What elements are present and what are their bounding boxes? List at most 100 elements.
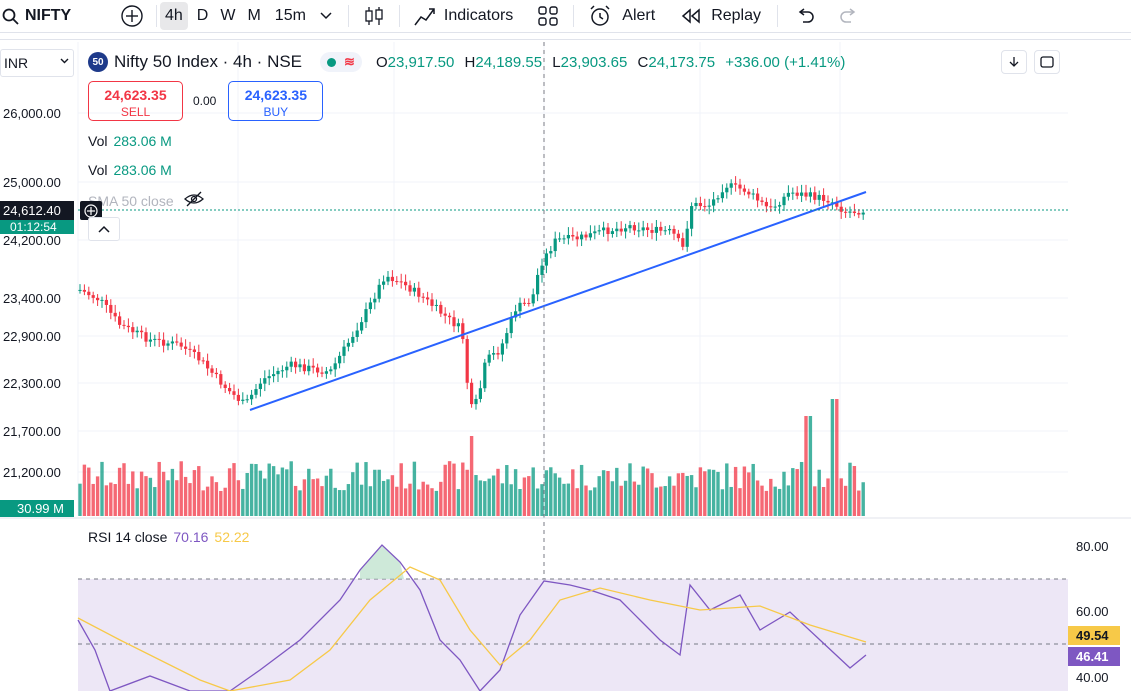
- volume-bar: [333, 487, 337, 516]
- candle-body: [716, 198, 720, 200]
- candle-body: [307, 365, 311, 372]
- wave-icon: ≋: [344, 54, 355, 69]
- candle-body: [360, 322, 364, 331]
- add-symbol-icon[interactable]: [116, 0, 148, 33]
- crosshair-plus-icon[interactable]: [80, 201, 102, 220]
- volume-bar: [161, 471, 166, 516]
- bar-countdown-tag: 01:12:54: [0, 220, 74, 234]
- candle-body: [531, 294, 535, 304]
- volume-bar: [346, 484, 351, 516]
- currency-selector[interactable]: INR: [0, 49, 74, 77]
- arrow-down-icon[interactable]: [1001, 50, 1027, 74]
- candle-body: [232, 391, 236, 395]
- maximize-pane-icon[interactable]: [1034, 50, 1060, 74]
- candle-body: [676, 233, 680, 239]
- volume-bar: [82, 464, 87, 516]
- sell-label: SELL: [120, 105, 151, 119]
- volume-bar: [650, 473, 654, 516]
- interval-4h[interactable]: 4h: [160, 2, 188, 30]
- candle-body: [342, 346, 346, 356]
- candle-body: [619, 228, 623, 232]
- candle-body: [280, 370, 284, 372]
- candle-body: [817, 194, 821, 200]
- volume-bar: [465, 469, 469, 516]
- candle-body: [461, 323, 465, 340]
- volume-bar: [78, 483, 82, 516]
- volume-bar: [571, 469, 575, 516]
- candle-body: [593, 231, 597, 234]
- undo-icon[interactable]: [794, 0, 816, 33]
- candle-body: [170, 341, 174, 344]
- indicators-button[interactable]: Indicators: [414, 0, 513, 33]
- volume-bar: [777, 488, 782, 516]
- candle-body: [338, 355, 342, 364]
- volume-bar: [751, 463, 755, 516]
- candle-body: [734, 183, 738, 185]
- candle-body: [703, 206, 707, 208]
- candle-body: [725, 187, 729, 193]
- volume-bar: [447, 461, 452, 516]
- volume-bar: [254, 464, 258, 516]
- volume-bar: [95, 476, 100, 516]
- volume-bar: [606, 471, 610, 516]
- rsi-legend[interactable]: RSI 14 close 70.16 52.22: [88, 529, 249, 545]
- candlestick-type-icon[interactable]: [361, 0, 387, 33]
- candle-body: [135, 330, 139, 333]
- chart-title[interactable]: Nifty 50 Index · 4h · NSE: [114, 52, 303, 71]
- rsi-value-tag: 46.41: [1068, 647, 1120, 666]
- volume-bar: [452, 463, 456, 516]
- sma-legend[interactable]: SMA 50 close: [88, 191, 204, 210]
- symbol-search[interactable]: NIFTY: [0, 0, 112, 33]
- templates-grid-icon[interactable]: [537, 0, 559, 33]
- sell-price: 24,623.35: [104, 87, 167, 103]
- volume-legend-1[interactable]: Vol 283.06 M: [88, 133, 172, 149]
- candle-body: [663, 230, 667, 232]
- candle-body: [162, 339, 166, 346]
- redo-icon[interactable]: [838, 0, 860, 33]
- eye-hidden-icon[interactable]: [183, 191, 204, 210]
- candle-body: [681, 238, 685, 247]
- volume-bar: [522, 477, 527, 516]
- interval-d[interactable]: D: [196, 7, 209, 24]
- interval-dropdown[interactable]: 15m: [274, 7, 306, 24]
- trendline[interactable]: [249, 191, 867, 411]
- volume-bar: [747, 472, 751, 516]
- candle-body: [672, 228, 676, 234]
- candle-body: [289, 361, 293, 367]
- volume-bar: [214, 482, 219, 516]
- candle-body: [346, 342, 350, 347]
- candle-body: [553, 238, 557, 252]
- volume-bar: [826, 478, 830, 516]
- volume-bar: [861, 482, 865, 516]
- candle-body: [562, 238, 566, 240]
- spread-value: 0.00: [193, 94, 217, 108]
- volume-bar: [293, 485, 298, 516]
- candle-body: [267, 376, 271, 379]
- candle-body: [91, 295, 95, 298]
- interval-w[interactable]: W: [220, 7, 236, 24]
- volume-bar: [412, 461, 417, 516]
- volume-legend-2[interactable]: Vol 283.06 M: [88, 162, 172, 178]
- sell-button[interactable]: 24,623.35 SELL: [88, 81, 183, 121]
- candle-body: [355, 330, 359, 337]
- buy-button[interactable]: 24,623.35 BUY: [228, 81, 324, 121]
- volume-bar: [584, 485, 588, 516]
- candle-body: [122, 324, 126, 326]
- collapse-legend-button[interactable]: [88, 217, 120, 241]
- candle-body: [377, 284, 381, 299]
- chevron-down-icon[interactable]: [320, 12, 332, 20]
- candle-body: [588, 233, 592, 238]
- interval-m[interactable]: M: [247, 7, 261, 24]
- market-status-pill[interactable]: ≋: [320, 52, 362, 72]
- candle-body: [465, 339, 469, 383]
- candle-body: [311, 365, 315, 368]
- volume-bar: [733, 466, 738, 516]
- alert-button[interactable]: Alert: [588, 0, 655, 33]
- volume-bar: [183, 476, 188, 516]
- volume-bar: [566, 483, 571, 516]
- replay-button[interactable]: Replay: [681, 0, 761, 33]
- price-axis-label: 22,900.00: [3, 329, 61, 344]
- candle-body: [192, 349, 196, 352]
- volume-bar: [808, 416, 813, 516]
